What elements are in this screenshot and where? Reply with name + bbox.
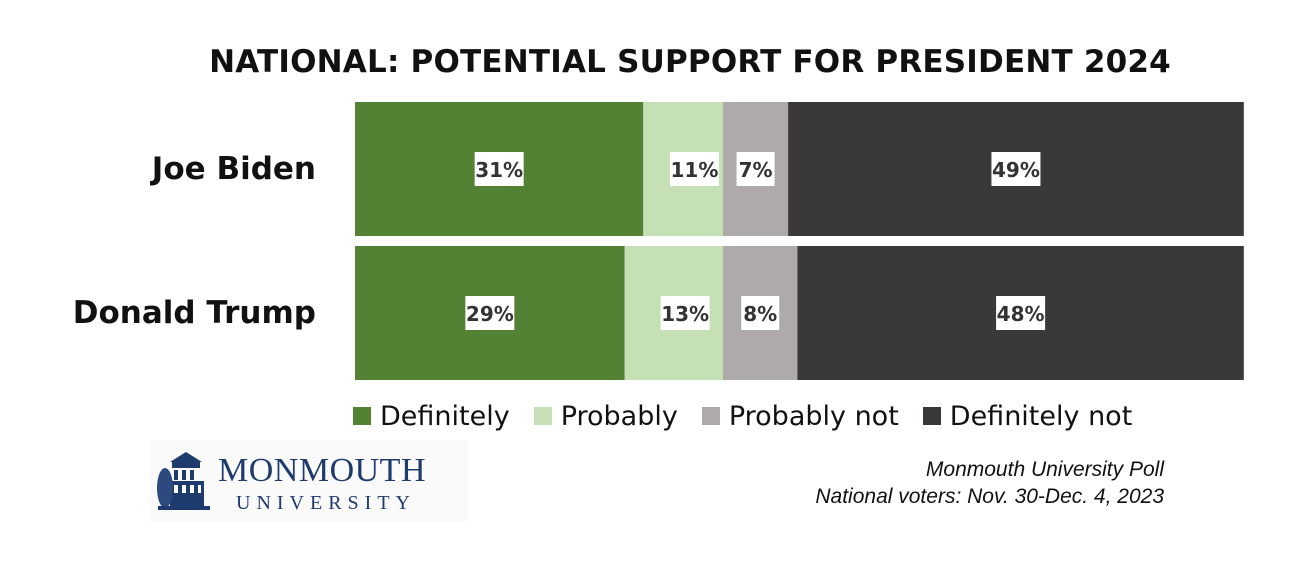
data-label-probably-not-joe-biden: 7%: [739, 158, 773, 182]
legend-item-definitely: Definitely: [353, 401, 510, 432]
data-label-definitely-not-donald-trump: 48%: [997, 302, 1045, 326]
row-label-trump: Donald Trump: [72, 295, 316, 331]
data-label-probably-donald-trump-bg: [660, 296, 710, 330]
legend-swatch-probably-not: [701, 407, 720, 425]
data-label-definitely-donald-trump-bg: [465, 296, 515, 330]
data-label-definitely-donald-trump: 29%: [466, 302, 514, 326]
legend-swatch-probably: [533, 407, 552, 425]
data-label-probably-not-donald-trump-bg: [741, 296, 780, 330]
university-building-icon: [157, 452, 210, 510]
legend-item-definitely-not: Definitely not: [922, 400, 1133, 432]
source-line-2: National voters: Nov. 30-Dec. 4, 2023: [815, 485, 1164, 508]
logo-wordmark-university: UNIVERSITY: [236, 492, 416, 514]
legend-item-probably-not: Probably not: [701, 400, 899, 432]
chart-title: NATIONAL: POTENTIAL SUPPORT FOR PRESIDEN…: [209, 44, 1171, 80]
data-label-definitely-not-joe-biden: 49%: [992, 158, 1040, 182]
legend-label-definitely: Definitely: [380, 400, 510, 432]
legend-label-probably-not: Probably not: [728, 400, 899, 432]
data-label-probably-joe-biden-bg: [669, 152, 719, 186]
data-label-probably-donald-trump: 13%: [661, 302, 709, 326]
legend-label-definitely-not: Definitely not: [949, 400, 1133, 432]
data-label-definitely-not-donald-trump-bg: [996, 296, 1046, 330]
chart-legend: Definitely Probably Probably not Definit…: [353, 396, 1156, 436]
data-label-probably-not-joe-biden-bg: [736, 152, 775, 186]
legend-swatch-definitely: [353, 407, 371, 425]
data-label-probably-joe-biden: 11%: [671, 158, 719, 182]
legend-item-probably: Probably: [533, 400, 678, 432]
source-note: Monmouth University Poll National voters…: [815, 456, 1164, 510]
data-label-definitely-joe-biden-bg: [474, 152, 524, 186]
legend-swatch-definitely-not: [922, 407, 941, 425]
legend-label-probably: Probably: [560, 400, 678, 432]
data-label-definitely-joe-biden: 31%: [475, 158, 523, 182]
source-line-1: Monmouth University Poll: [925, 458, 1164, 481]
monmouth-university-logo: MONMOUTH UNIVERSITY: [150, 440, 468, 522]
data-label-definitely-not-joe-biden-bg: [991, 152, 1041, 186]
logo-wordmark-monmouth: MONMOUTH: [218, 452, 426, 489]
data-label-probably-not-donald-trump: 8%: [743, 302, 777, 326]
row-label-biden: Joe Biden: [151, 151, 316, 187]
